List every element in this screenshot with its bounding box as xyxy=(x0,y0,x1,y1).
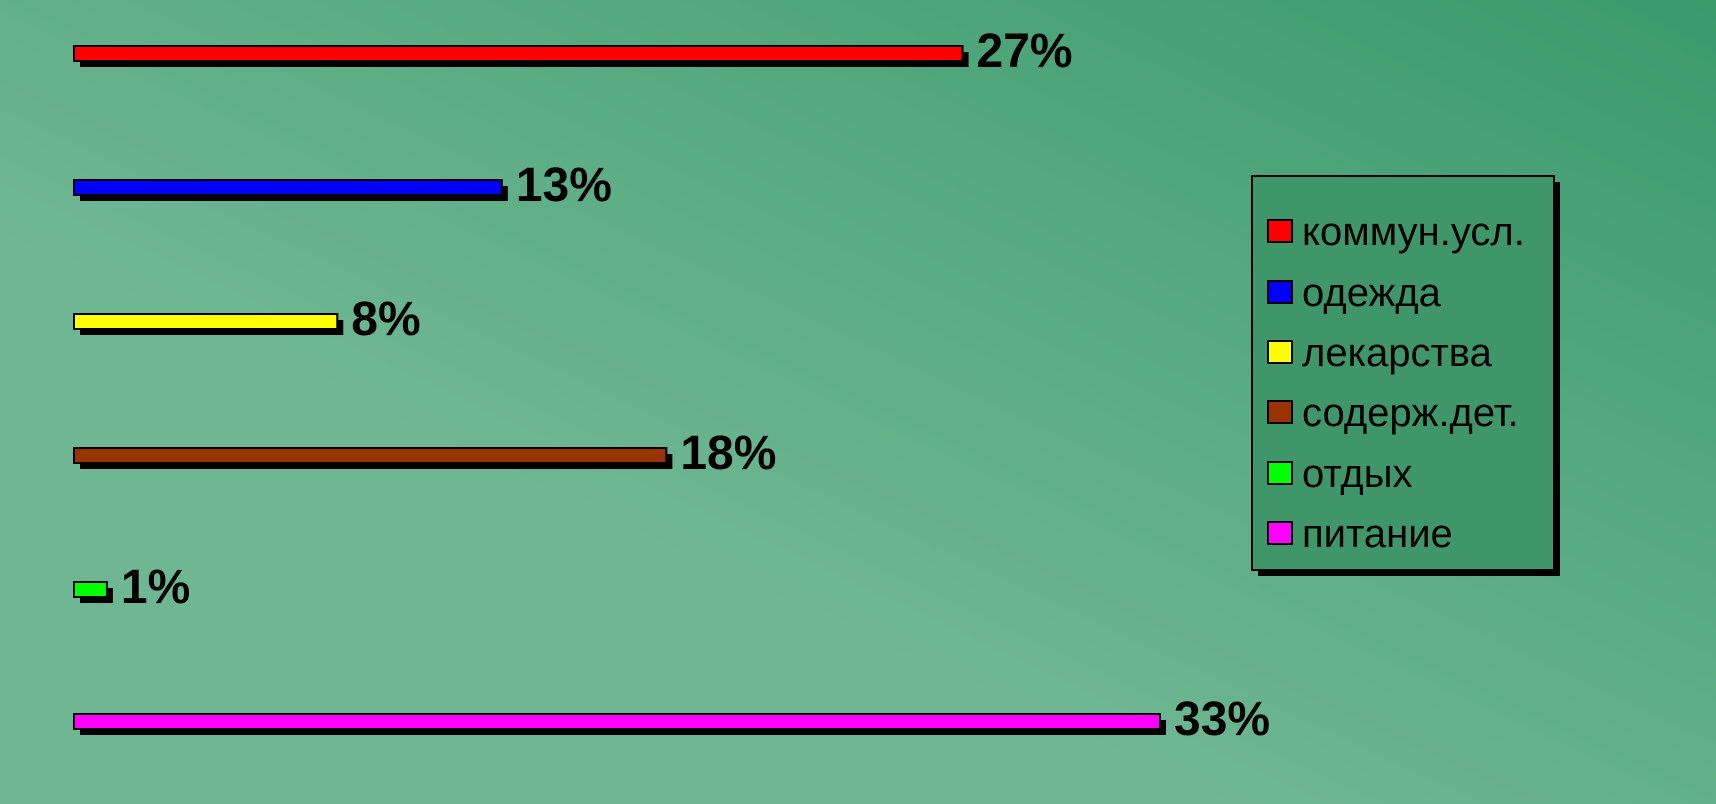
bar-group-2: 8% xyxy=(73,293,421,346)
legend: коммун.усл. одежда лекарства содерж.дет. отд… xyxy=(1251,175,1560,576)
data-label: 1% xyxy=(121,561,190,614)
legend-item-5: питание xyxy=(1267,512,1453,556)
bar xyxy=(73,313,339,330)
data-label: 13% xyxy=(516,159,612,212)
bars-layer: 27% 13% 8% 18% 1% 33% xyxy=(73,25,1270,746)
legend-label: коммун.усл. xyxy=(1302,210,1525,254)
bar-group-3: 18% xyxy=(73,427,776,480)
legend-label: содерж.дет. xyxy=(1302,391,1519,435)
legend-item-2: лекарства xyxy=(1267,331,1493,375)
legend-label: одежда xyxy=(1302,271,1442,315)
bar-group-1: 13% xyxy=(73,159,612,212)
legend-item-4: отдых xyxy=(1267,452,1412,496)
bar-group-5: 33% xyxy=(73,693,1270,746)
bar xyxy=(73,581,108,598)
legend-swatch xyxy=(1267,219,1293,243)
legend-label: лекарства xyxy=(1302,331,1493,375)
data-label: 18% xyxy=(680,427,776,480)
legend-box xyxy=(1251,175,1555,571)
legend-item-1: одежда xyxy=(1267,271,1442,315)
legend-swatch xyxy=(1267,521,1293,545)
legend-label: питание xyxy=(1302,512,1453,556)
legend-label: отдых xyxy=(1302,452,1412,496)
bar xyxy=(73,45,964,62)
bar xyxy=(73,447,668,464)
bar-group-4: 1% xyxy=(73,561,190,614)
bar xyxy=(73,179,503,196)
legend-swatch xyxy=(1267,340,1293,364)
legend-item-3: содерж.дет. xyxy=(1267,391,1519,435)
legend-swatch xyxy=(1267,461,1293,485)
data-label: 27% xyxy=(977,25,1073,78)
legend-swatch xyxy=(1267,400,1293,424)
data-label: 33% xyxy=(1174,693,1270,746)
legend-swatch xyxy=(1267,280,1293,304)
legend-item-0: коммун.усл. xyxy=(1267,210,1525,254)
bar-group-0: 27% xyxy=(73,25,1073,78)
bar xyxy=(73,713,1161,730)
data-label: 8% xyxy=(351,293,420,346)
